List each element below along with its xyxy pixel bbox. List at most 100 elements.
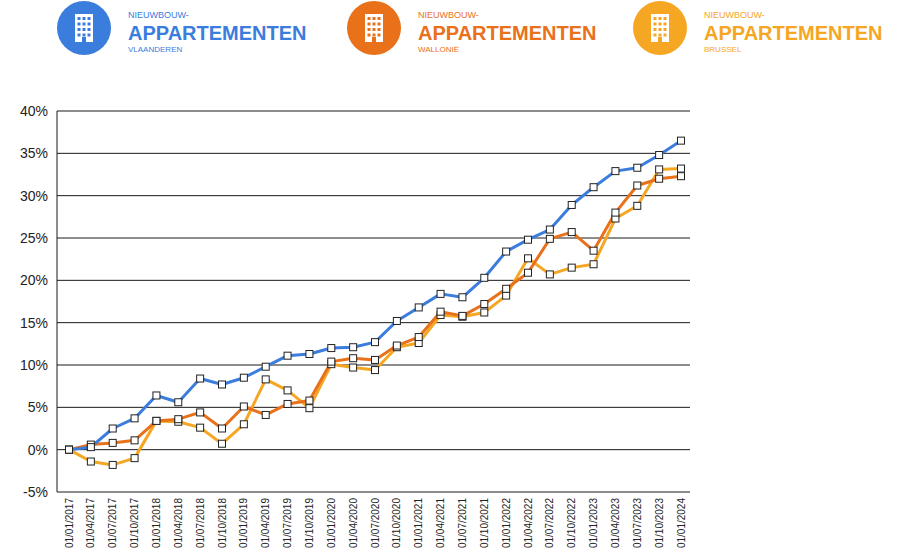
marker: [568, 264, 575, 271]
legend-icon: [347, 1, 401, 55]
x-tick-label: 01/10/2023: [654, 498, 665, 548]
x-tick-label: 01/10/2018: [217, 498, 228, 548]
marker: [131, 455, 138, 462]
x-tick-label: 01/04/2020: [348, 498, 359, 548]
marker: [678, 137, 685, 144]
marker: [87, 444, 94, 451]
x-tick-label: 01/10/2019: [304, 498, 315, 548]
marker: [459, 294, 466, 301]
marker: [481, 274, 488, 281]
marker: [590, 247, 597, 254]
legend-icon-window: [664, 28, 667, 31]
marker: [197, 375, 204, 382]
legend-icon-window: [378, 17, 381, 20]
legend-icon-building: [651, 14, 669, 42]
legend-icon-window: [83, 17, 86, 20]
legend-icon-building: [365, 14, 383, 42]
legend-icon-window: [378, 23, 381, 26]
marker: [634, 202, 641, 209]
marker: [131, 437, 138, 444]
grid-line: [57, 238, 690, 239]
x-tick-label: 01/04/2023: [610, 498, 621, 548]
x-tick-label: 01/04/2022: [523, 498, 534, 548]
marker: [634, 164, 641, 171]
marker: [66, 446, 73, 453]
legend-icon-window: [88, 34, 91, 37]
y-tick-label: 10%: [20, 357, 48, 373]
x-tick-label: 01/01/2024: [676, 498, 687, 548]
y-tick-label: 40%: [20, 103, 48, 119]
marker: [262, 376, 269, 383]
marker: [197, 424, 204, 431]
legend-icon-window: [83, 23, 86, 26]
legend-icon-window: [83, 28, 86, 31]
marker: [393, 317, 400, 324]
marker: [546, 271, 553, 278]
legend-icon-window: [88, 23, 91, 26]
legend-icon-window: [88, 28, 91, 31]
legend: NIEUWBOUW-APPARTEMENTENVLAANDERENNIEUWBO…: [57, 1, 883, 55]
marker: [350, 355, 357, 362]
marker: [678, 173, 685, 180]
marker: [612, 209, 619, 216]
marker: [328, 345, 335, 352]
x-tick-label: 01/04/2018: [173, 498, 184, 548]
marker: [153, 417, 160, 424]
marker: [109, 425, 116, 432]
legend-icon-window: [373, 34, 376, 37]
legend-item: NIEUWBOUW-APPARTEMENTENBRUSSEL: [633, 1, 883, 55]
legend-title: NIEUWBOUW-: [128, 10, 189, 20]
x-tick-label: 01/07/2019: [282, 498, 293, 548]
grid-line: [57, 407, 690, 408]
x-tick-label: 01/07/2022: [544, 498, 555, 548]
marker: [590, 261, 597, 268]
legend-icon-window: [83, 34, 86, 37]
marker: [372, 339, 379, 346]
marker: [219, 381, 226, 388]
legend-icon-window: [654, 28, 657, 31]
x-tick-label: 01/01/2018: [151, 498, 162, 548]
y-axis: -5%0%5%10%15%20%25%30%35%40%: [20, 103, 57, 500]
marker: [590, 184, 597, 191]
x-tick-label: 01/07/2018: [195, 498, 206, 548]
marker: [306, 350, 313, 357]
marker: [240, 374, 247, 381]
marker: [240, 421, 247, 428]
grid-line: [57, 153, 690, 154]
marker: [568, 201, 575, 208]
marker: [415, 334, 422, 341]
grid-line: [57, 449, 690, 450]
grid-line: [57, 492, 690, 493]
x-tick-label: 01/04/2017: [85, 498, 96, 548]
legend-icon-window: [378, 28, 381, 31]
marker: [153, 417, 160, 424]
marker: [459, 312, 466, 319]
legend-icon-window: [654, 23, 657, 26]
marker: [437, 290, 444, 297]
legend-icon-window: [368, 28, 371, 31]
marker: [393, 342, 400, 349]
x-tick-label: 01/01/2020: [326, 498, 337, 548]
legend-title: NIEUWBOUW-: [418, 10, 479, 20]
marker: [262, 411, 269, 418]
grid-line: [57, 111, 690, 112]
legend-icon-window: [654, 34, 657, 37]
y-tick-label: 25%: [20, 230, 48, 246]
y-tick-label: 35%: [20, 145, 48, 161]
legend-icon-door: [372, 37, 376, 42]
legend-item: NIEUWBOUW-APPARTEMENTENWALLONIË: [347, 1, 597, 55]
x-tick-label: 01/01/2023: [588, 498, 599, 548]
marker: [525, 236, 532, 243]
marker: [306, 405, 313, 412]
x-tick-label: 01/07/2021: [457, 498, 468, 548]
grid-line: [57, 365, 690, 366]
x-tick-label: 01/01/2021: [413, 498, 424, 548]
marker: [503, 292, 510, 299]
marker: [219, 425, 226, 432]
y-tick-label: 0%: [28, 442, 48, 458]
legend-icon-window: [78, 17, 81, 20]
x-tick-label: 01/01/2019: [238, 498, 249, 548]
marker: [678, 165, 685, 172]
legend-icon-window: [78, 28, 81, 31]
marker: [328, 358, 335, 365]
